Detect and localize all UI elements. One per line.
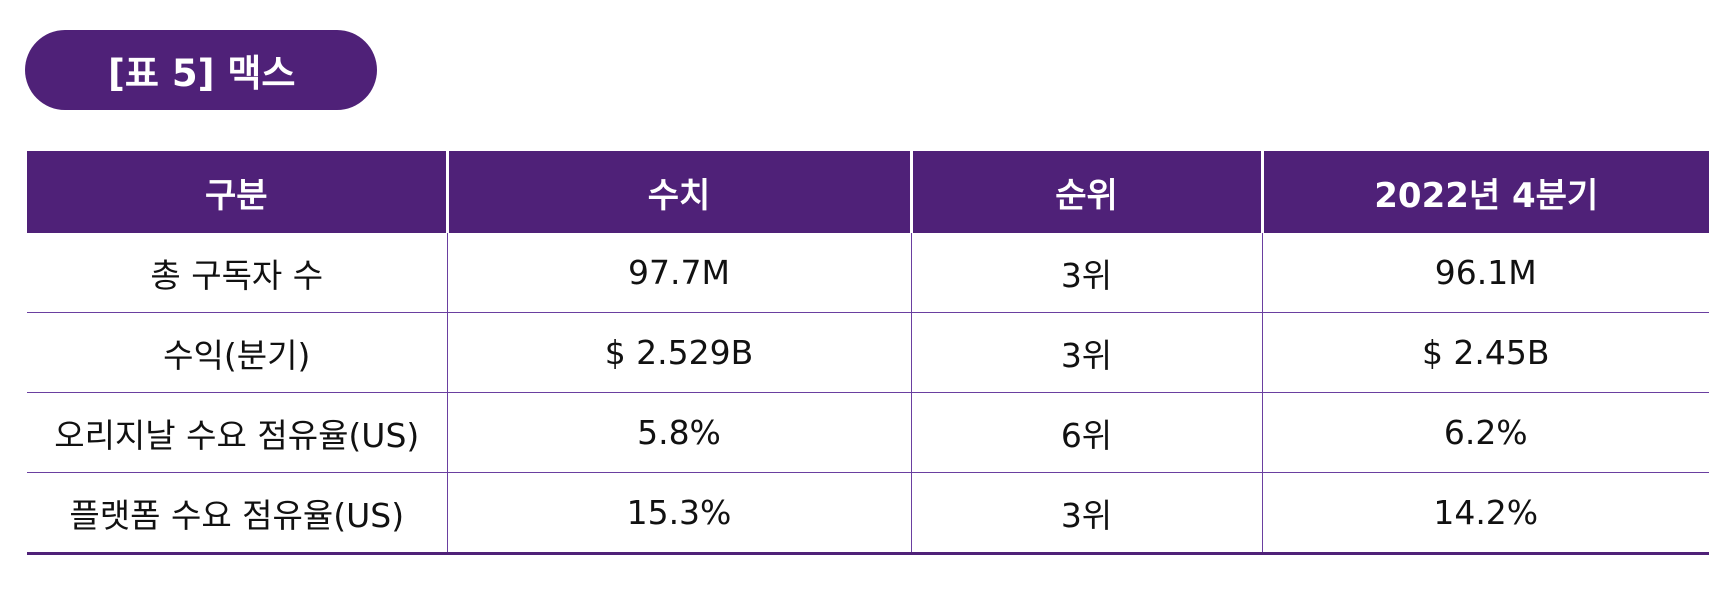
table-title: [표 5] 맥스 [108, 52, 296, 95]
row-q4-value: 6.2% [1261, 392, 1709, 473]
row-label: 오리지날 수요 점유율(US) [27, 392, 447, 473]
row-q4-value: $ 2.45B [1261, 312, 1709, 393]
row-value: $ 2.529B [446, 312, 911, 393]
row-q4-value: 96.1M [1261, 233, 1709, 313]
table-row: 플랫폼 수요 점유율(US) 15.3% 3위 14.2% [27, 472, 1709, 555]
row-value: 5.8% [446, 392, 911, 473]
row-rank: 3위 [910, 233, 1262, 313]
row-rank: 3위 [910, 472, 1262, 555]
table-row: 총 구독자 수 97.7M 3위 96.1M [27, 233, 1709, 313]
row-value: 97.7M [446, 233, 911, 313]
row-rank: 6위 [910, 392, 1262, 473]
row-rank: 3위 [910, 312, 1262, 393]
header-rank: 순위 [909, 151, 1262, 233]
row-label: 총 구독자 수 [27, 233, 447, 313]
header-category: 구분 [27, 151, 447, 233]
data-table: 구분 수치 순위 2022년 4분기 총 구독자 수 97.7M 3위 96.1… [27, 151, 1709, 555]
table-title-badge: [표 5] 맥스 [25, 30, 377, 110]
table-row: 오리지날 수요 점유율(US) 5.8% 6위 6.2% [27, 392, 1709, 473]
row-label: 수익(분기) [27, 312, 447, 393]
table-row: 수익(분기) $ 2.529B 3위 $ 2.45B [27, 312, 1709, 393]
header-value: 수치 [445, 151, 911, 233]
row-value: 15.3% [446, 472, 911, 555]
row-q4-value: 14.2% [1261, 472, 1709, 555]
row-label: 플랫폼 수요 점유율(US) [27, 472, 447, 555]
header-q4-2022: 2022년 4분기 [1260, 151, 1709, 233]
table-header-row: 구분 수치 순위 2022년 4분기 [27, 151, 1709, 233]
